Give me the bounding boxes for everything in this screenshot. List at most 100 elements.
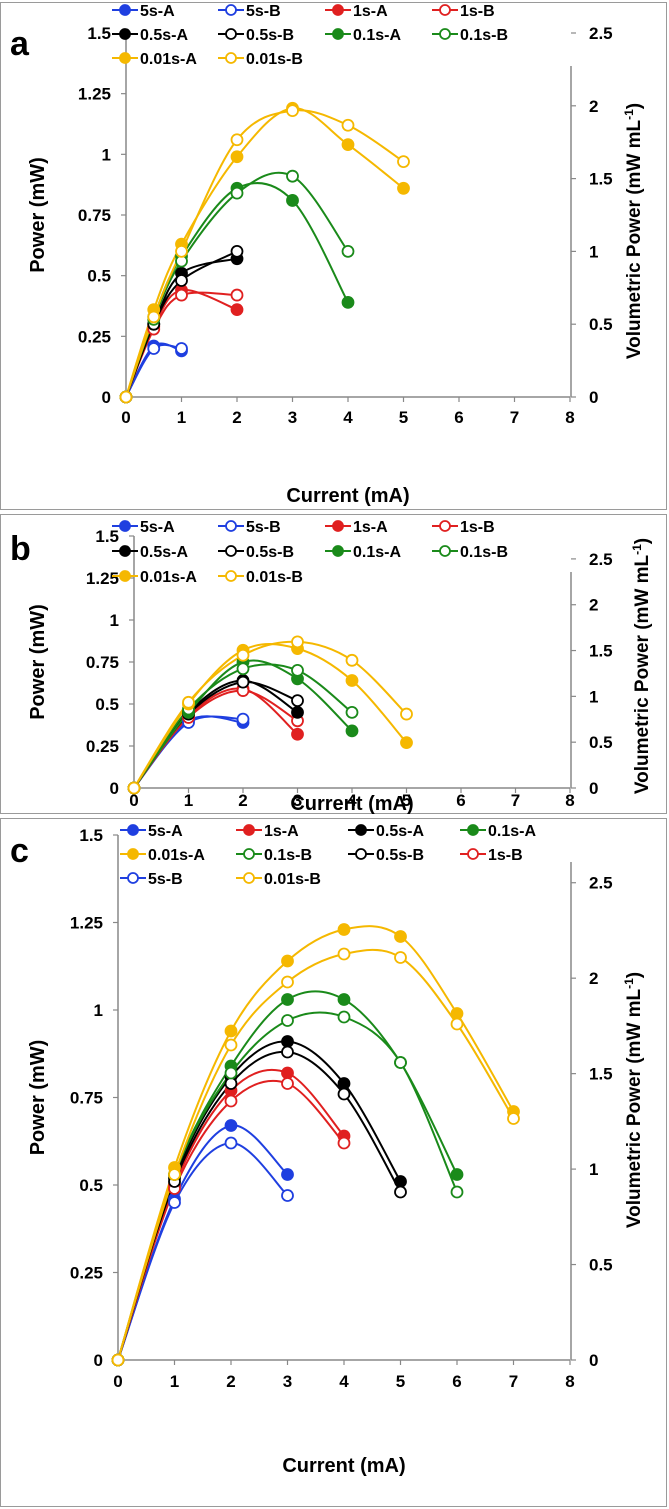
legend-label: 0.5s-A — [376, 823, 424, 840]
legend-marker — [127, 848, 139, 860]
legend-label: 1s-A — [353, 519, 388, 536]
panel-a-frame — [0, 2, 667, 510]
data-point-0.1s-B — [281, 1014, 294, 1027]
panel-label: a — [10, 25, 30, 63]
y2-tick-label: 2 — [589, 969, 598, 988]
legend-marker — [332, 4, 344, 16]
legend-label: 5s-B — [148, 871, 183, 888]
data-point-0.01s-B — [291, 635, 304, 649]
chart-panel-b: b0 1 2 3 4 5 6 7 800.250.50.7511.251.500.511.522… — [10, 519, 653, 815]
y2-tick-label: 0 — [589, 779, 598, 798]
data-point-0.01s-B — [337, 947, 351, 961]
data-point-0.01s-B — [450, 1017, 464, 1031]
legend-label: 0.01s-A — [140, 51, 197, 68]
legend-marker — [467, 848, 479, 860]
data-point-5s-B — [281, 1189, 294, 1202]
legend-marker — [119, 28, 131, 40]
data-point-0.1s-B — [236, 662, 250, 676]
data-point-1s-B — [224, 1094, 238, 1108]
x-tick-label: 0 — [113, 1372, 122, 1391]
series-line-1s-B — [133, 689, 299, 789]
legend-label: 1s-A — [353, 3, 388, 20]
data-point-0.01s-A — [345, 674, 359, 687]
data-point-0.01s-A — [281, 954, 294, 968]
legend-marker — [439, 545, 451, 557]
legend-marker — [225, 570, 237, 582]
series-line-0.01s-A — [125, 107, 405, 398]
data-point-0.01s-B — [111, 1353, 125, 1367]
legend-label: 0.5s-B — [246, 27, 294, 44]
x-tick-label: 8 — [565, 408, 574, 427]
y-tick-label: 1.25 — [78, 85, 111, 104]
data-point-0.01s-B — [236, 648, 250, 662]
legend-label: 5s-B — [246, 519, 281, 536]
data-point-0.01s-B — [507, 1112, 520, 1125]
data-point-5s-B — [224, 1136, 238, 1150]
data-point-0.1s-A — [337, 993, 351, 1006]
x-tick-label: 8 — [565, 1372, 574, 1391]
data-point-0.01s-B — [397, 155, 410, 169]
legend-marker — [119, 545, 131, 557]
legend-marker — [439, 4, 451, 16]
series-line-0.01s-B — [133, 640, 408, 789]
legend-marker — [225, 4, 237, 16]
y2-tick-label: 0.5 — [589, 733, 613, 752]
data-point-0.1s-B — [337, 1010, 351, 1024]
y-tick-label: 0.5 — [87, 267, 111, 286]
legend-marker — [225, 28, 237, 40]
data-point-0.01s-B — [147, 310, 161, 324]
y-axis-label: Power (mW) — [27, 157, 49, 273]
data-point-0.5s-A — [281, 1035, 294, 1048]
data-point-0.01s-B — [119, 390, 133, 404]
data-point-0.5s-A — [394, 1175, 407, 1188]
legend-marker — [355, 848, 367, 860]
y-tick-label: 1 — [94, 1001, 103, 1020]
x-tick-label: 5 — [396, 1372, 405, 1391]
data-point-0.5s-B — [224, 1077, 238, 1090]
panel-b-frame — [0, 514, 667, 814]
y-tick-label: 0 — [110, 779, 119, 798]
series-line-0.5s-B — [117, 1050, 402, 1361]
data-point-1s-B — [337, 1136, 351, 1150]
x-tick-label: 2 — [238, 791, 247, 810]
y-axis-label: Power (mW) — [27, 1040, 49, 1156]
data-point-0.1s-B — [341, 244, 355, 258]
legend-label: 0.1s-A — [488, 823, 536, 840]
legend-label: 0.1s-A — [353, 27, 401, 44]
y-tick-label: 0.25 — [78, 327, 111, 346]
data-point-1s-B — [230, 288, 244, 302]
x-tick-label: 0 — [129, 791, 138, 810]
data-point-0.1s-B — [394, 1056, 407, 1069]
panel-label: c — [10, 832, 29, 870]
legend-marker — [439, 28, 451, 40]
data-point-0.1s-B — [291, 664, 304, 677]
x-tick-label: 7 — [510, 408, 519, 427]
data-point-0.01s-A — [341, 138, 355, 152]
data-point-0.1s-A — [450, 1168, 464, 1181]
y2-tick-label: 1.5 — [589, 170, 613, 189]
x-tick-label: 3 — [293, 791, 302, 810]
series-line-0.1s-B — [125, 171, 349, 398]
y2-tick-label: 1.5 — [589, 1065, 613, 1084]
data-point-1s-B — [281, 1077, 294, 1090]
y2-tick-label: 2.5 — [589, 24, 613, 43]
y2-tick-label: 0.5 — [589, 1256, 613, 1275]
data-point-0.5s-B — [281, 1045, 294, 1059]
x-tick-label: 6 — [452, 1372, 461, 1391]
y-tick-label: 0 — [102, 388, 111, 407]
legend-marker — [355, 824, 367, 836]
y-tick-label: 1.25 — [70, 914, 103, 933]
legend-marker — [332, 520, 344, 532]
y2-tick-label: 0.5 — [589, 315, 613, 334]
x-tick-label: 3 — [283, 1372, 292, 1391]
legend-marker — [119, 570, 131, 582]
data-point-0.01s-A — [230, 150, 244, 164]
legend-label: 1s-B — [460, 519, 495, 536]
y-tick-label: 1 — [110, 611, 119, 630]
x-tick-label: 1 — [170, 1372, 179, 1391]
x-tick-label: 5 — [402, 791, 411, 810]
x-tick-label: 1 — [177, 408, 186, 427]
data-point-0.01s-A — [224, 1024, 238, 1038]
data-point-0.01s-A — [400, 736, 413, 750]
y-tick-label: 0.25 — [86, 737, 119, 756]
